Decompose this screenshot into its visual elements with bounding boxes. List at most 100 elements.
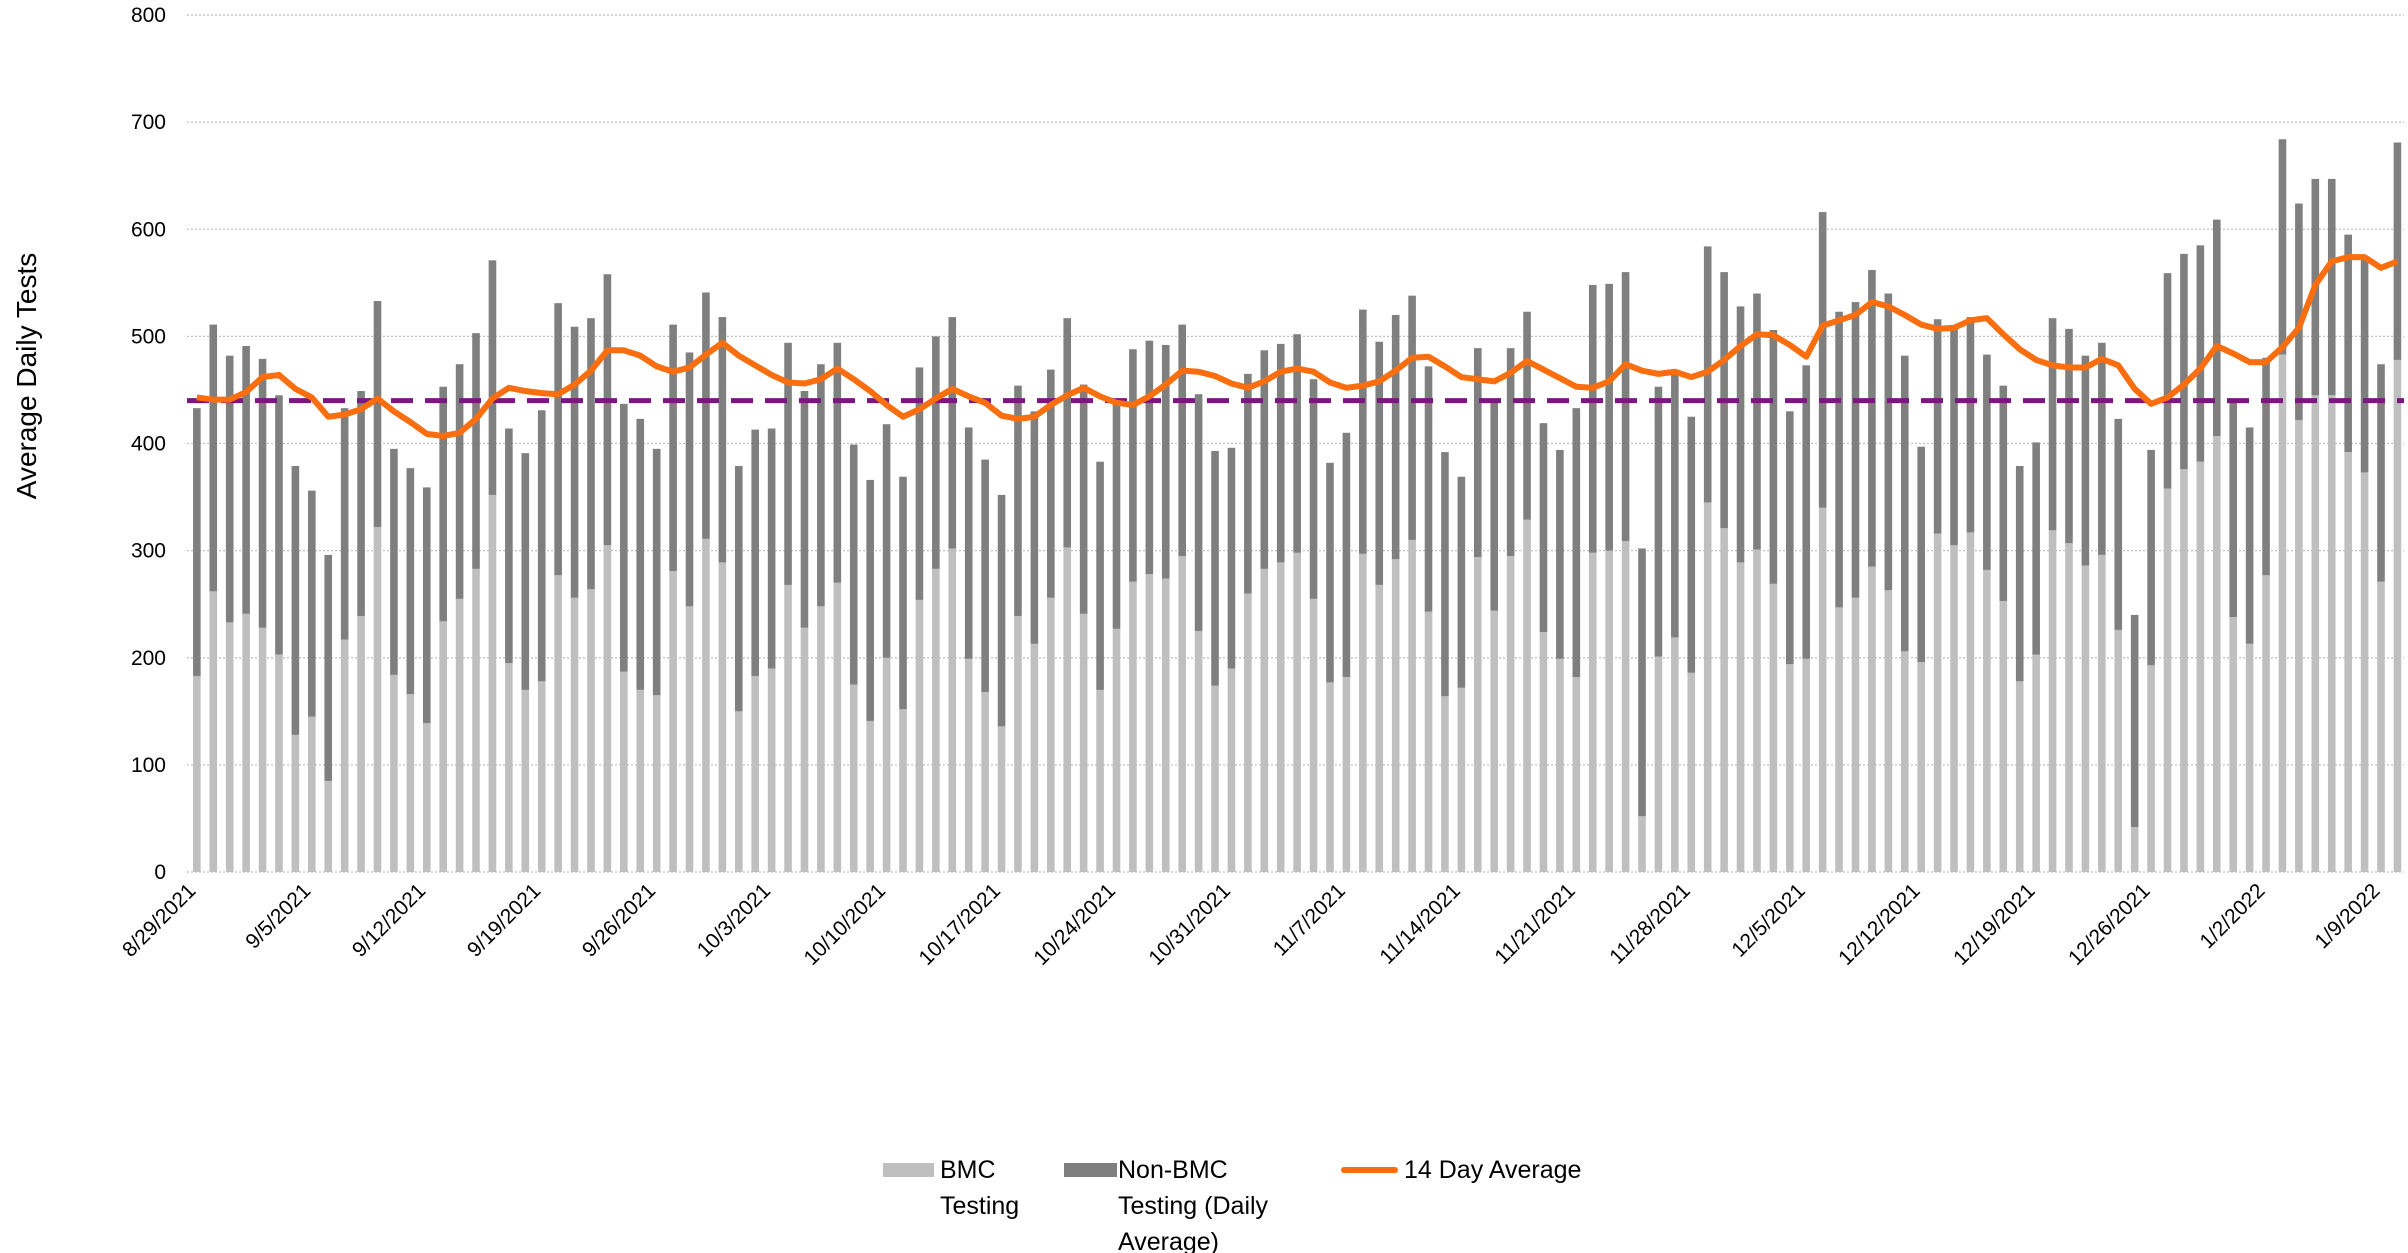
bar: [340, 408, 349, 640]
bar: [1605, 283, 1613, 551]
bar: [1786, 664, 1794, 872]
bar: [570, 597, 579, 872]
x-tick-label: 11/7/2021: [1269, 879, 1350, 960]
bar: [2295, 203, 2303, 420]
bar: [1079, 613, 1088, 872]
bar: [193, 675, 201, 872]
bar: [324, 554, 333, 781]
bar: [1178, 324, 1186, 556]
bar: [390, 674, 398, 872]
bar: [1572, 408, 1581, 678]
bar: [751, 675, 760, 872]
bar: [1178, 555, 1186, 872]
bar: [1211, 685, 1219, 872]
bar: [291, 465, 300, 735]
bar: [1424, 366, 1433, 612]
bar: [1391, 559, 1400, 872]
bar: [685, 352, 694, 607]
y-tick-label: 300: [131, 540, 166, 563]
bar: [357, 615, 365, 872]
bar: [1014, 385, 1022, 616]
bar: [2065, 543, 2073, 872]
x-tick-label: 11/14/2021: [1375, 879, 1464, 968]
bar: [899, 476, 907, 710]
bar: [2114, 418, 2123, 630]
bar: [1112, 628, 1121, 872]
bar: [652, 448, 661, 696]
bar: [1753, 293, 1761, 550]
bar: [1161, 578, 1170, 872]
bar: [505, 428, 513, 664]
bar: [587, 589, 595, 872]
bar: [193, 408, 201, 676]
bar: [1638, 548, 1646, 817]
bar: [1063, 318, 1072, 548]
bar: [1966, 317, 1975, 533]
bar: [1096, 461, 1104, 690]
bar: [948, 317, 957, 549]
bar: [620, 671, 628, 872]
bar: [1014, 615, 1022, 872]
bar: [209, 324, 218, 592]
bar: [1047, 597, 1055, 872]
bar: [1917, 662, 1925, 872]
bar: [2081, 565, 2090, 872]
bar: [1309, 379, 1318, 599]
bar: [2278, 139, 2287, 355]
bar: [422, 723, 431, 872]
bar: [1047, 369, 1055, 598]
bar: [2245, 643, 2254, 872]
bar: [1671, 637, 1679, 872]
bar: [570, 326, 579, 598]
bar: [488, 494, 497, 872]
bar: [1194, 394, 1203, 631]
bar: [537, 410, 546, 682]
bar: [1490, 610, 1499, 872]
bar: [242, 613, 250, 872]
bar: [1260, 568, 1269, 872]
bar: [1900, 651, 1909, 872]
bar: [2147, 665, 2155, 872]
bar: [1588, 284, 1597, 553]
bar: [981, 459, 989, 693]
bar: [2212, 219, 2221, 437]
bar: [1671, 370, 1679, 638]
bar: [1983, 569, 1991, 872]
bar: [932, 336, 940, 569]
bar: [2344, 452, 2352, 872]
bar: [882, 657, 891, 872]
bar: [669, 324, 677, 571]
bar: [2295, 419, 2303, 872]
bar: [1868, 269, 1876, 567]
bar: [702, 292, 710, 539]
bar: [1851, 302, 1860, 598]
x-tick-label: 1/9/2022: [2310, 879, 2384, 953]
x-tick-label: 10/24/2021: [1029, 879, 1120, 970]
bar: [1457, 476, 1466, 688]
bar: [1211, 450, 1219, 686]
legend-swatch: [1064, 1163, 1117, 1177]
bar: [373, 527, 382, 872]
x-tick-label: 10/3/2021: [693, 879, 775, 961]
bar: [2098, 554, 2106, 872]
bar: [2048, 318, 2057, 531]
bar: [1391, 314, 1400, 560]
bar: [1030, 411, 1039, 644]
bar: [340, 639, 349, 872]
bar: [1720, 528, 1728, 872]
y-tick-label: 0: [154, 861, 166, 884]
bar: [866, 479, 874, 721]
bar: [2393, 359, 2402, 872]
bar: [1145, 340, 1154, 575]
bar: [2081, 355, 2090, 566]
bar: [2032, 654, 2040, 872]
bar: [817, 364, 825, 607]
bar: [685, 606, 694, 872]
x-tick-label: 12/26/2021: [2064, 879, 2155, 970]
bar: [1605, 550, 1613, 872]
bar: [964, 658, 973, 872]
x-tick-label: 9/5/2021: [241, 879, 315, 953]
bar: [1375, 341, 1384, 585]
bar: [981, 692, 989, 872]
legend-label: Non-BMC Testing (Daily Average): [1118, 1156, 1269, 1253]
